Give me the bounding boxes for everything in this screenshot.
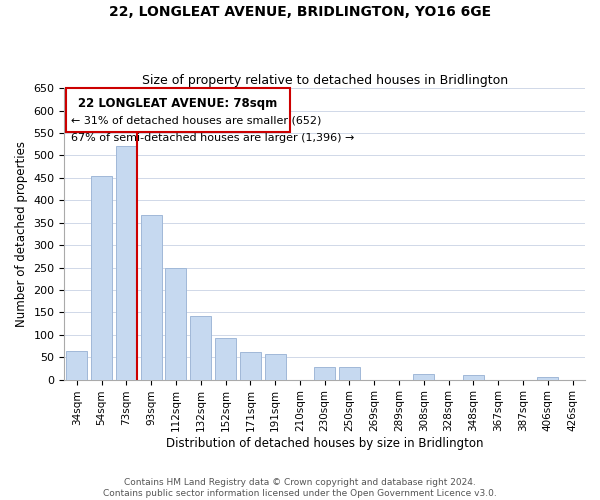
FancyBboxPatch shape [65,88,290,132]
Bar [66,352,88,380]
Bar [463,375,484,380]
Bar [537,378,559,380]
Title: Size of property relative to detached houses in Bridlington: Size of property relative to detached ho… [142,74,508,87]
Bar [265,354,286,380]
Bar [240,352,261,380]
Bar [215,338,236,380]
Text: Contains HM Land Registry data © Crown copyright and database right 2024.
Contai: Contains HM Land Registry data © Crown c… [103,478,497,498]
Bar [413,374,434,380]
Bar [140,214,162,380]
Bar [190,316,211,380]
Bar [314,367,335,380]
Bar [116,146,137,380]
Bar [91,176,112,380]
Y-axis label: Number of detached properties: Number of detached properties [15,141,28,327]
Text: 22, LONGLEAT AVENUE, BRIDLINGTON, YO16 6GE: 22, LONGLEAT AVENUE, BRIDLINGTON, YO16 6… [109,5,491,19]
Text: ← 31% of detached houses are smaller (652): ← 31% of detached houses are smaller (65… [71,116,321,126]
Bar [339,367,360,380]
Bar [166,268,187,380]
Text: 22 LONGLEAT AVENUE: 78sqm: 22 LONGLEAT AVENUE: 78sqm [78,97,277,110]
Text: 67% of semi-detached houses are larger (1,396) →: 67% of semi-detached houses are larger (… [71,134,354,143]
X-axis label: Distribution of detached houses by size in Bridlington: Distribution of detached houses by size … [166,437,484,450]
